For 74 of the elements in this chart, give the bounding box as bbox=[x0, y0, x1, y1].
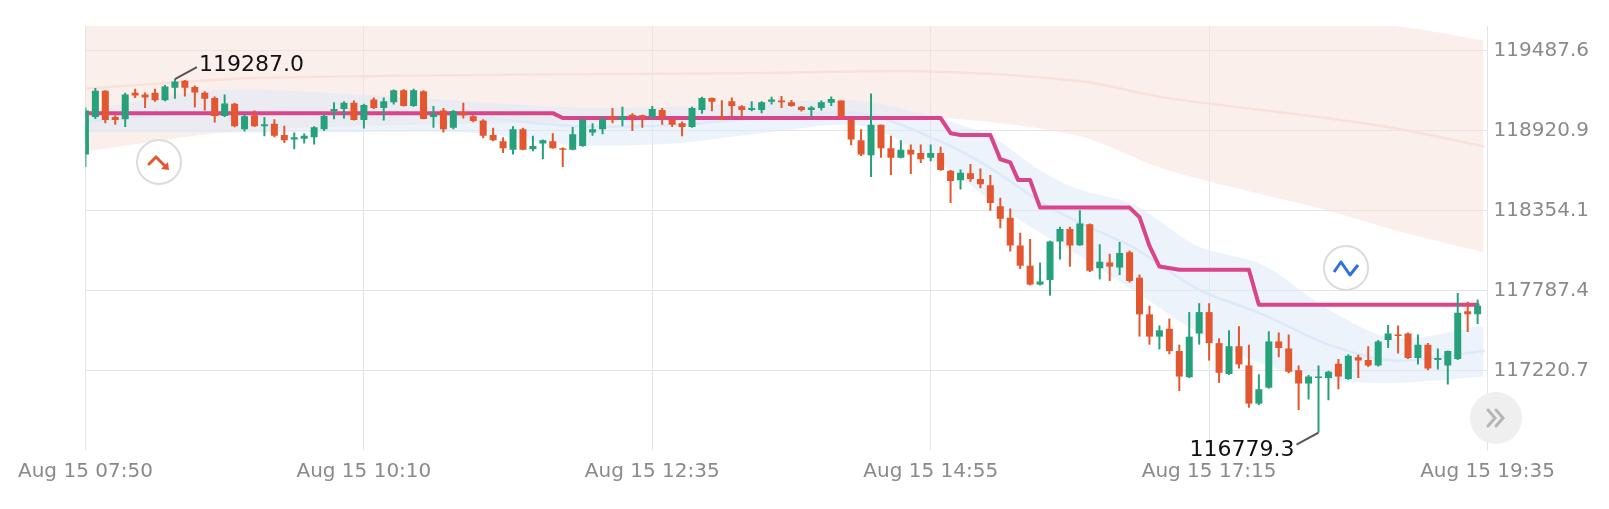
candlestick bbox=[439, 107, 447, 134]
candlestick bbox=[1364, 345, 1372, 368]
candlestick bbox=[1295, 364, 1303, 411]
candlestick bbox=[260, 115, 268, 138]
y-tick-label: 119487.6 bbox=[1493, 36, 1590, 61]
candlestick bbox=[1026, 238, 1034, 287]
candlestick bbox=[559, 146, 567, 168]
candlestick bbox=[1056, 225, 1064, 261]
candlestick bbox=[310, 125, 318, 146]
candlestick bbox=[1195, 302, 1203, 346]
candlestick bbox=[976, 167, 984, 190]
candlestick bbox=[1344, 353, 1352, 381]
candlestick bbox=[1165, 317, 1173, 356]
candlestick bbox=[1066, 225, 1074, 268]
candlestick bbox=[1414, 333, 1422, 366]
x-tick-label: Aug 15 12:35 bbox=[584, 458, 720, 483]
candlestick bbox=[1076, 209, 1084, 247]
candlestick bbox=[1305, 373, 1313, 401]
candlestick bbox=[1464, 300, 1472, 333]
x-tick-label: Aug 15 10:10 bbox=[296, 458, 432, 483]
candlestick bbox=[429, 104, 437, 129]
candlestick bbox=[191, 84, 199, 109]
candlestick bbox=[1255, 373, 1263, 407]
annotation: 119287.0 bbox=[198, 50, 304, 76]
candlestick bbox=[1354, 353, 1362, 380]
candlestick bbox=[957, 168, 965, 191]
candlestick bbox=[996, 196, 1004, 230]
candlestick bbox=[350, 99, 358, 122]
candlestick bbox=[887, 134, 895, 176]
candlestick bbox=[1334, 358, 1342, 391]
candlestick bbox=[1096, 243, 1104, 281]
candlestick bbox=[618, 105, 626, 128]
candlestick bbox=[1106, 252, 1114, 282]
candlestick bbox=[201, 90, 209, 112]
candlestick bbox=[1424, 342, 1432, 372]
x-tick-label: Aug 15 19:35 bbox=[1420, 458, 1555, 483]
y-tick-label: 117787.4 bbox=[1493, 276, 1590, 301]
candlestick bbox=[877, 123, 885, 159]
candlestick bbox=[728, 96, 736, 118]
candlestick bbox=[986, 173, 994, 212]
candlestick bbox=[847, 118, 855, 147]
candlestick bbox=[231, 101, 239, 129]
candlestick bbox=[1235, 325, 1243, 370]
x-tick-label: Aug 15 07:50 bbox=[18, 458, 153, 483]
candlestick bbox=[449, 109, 457, 131]
candlestick bbox=[857, 128, 865, 158]
candlestick bbox=[1285, 333, 1293, 375]
candlestick bbox=[1275, 331, 1283, 359]
y-tick-label: 117220.7 bbox=[1493, 356, 1590, 381]
candlestick bbox=[1016, 231, 1024, 270]
candlestick bbox=[211, 95, 219, 124]
candlestick bbox=[380, 96, 388, 122]
candlestick bbox=[509, 125, 517, 156]
x-tick-label: Aug 15 14:55 bbox=[863, 458, 999, 483]
candlestick bbox=[221, 93, 229, 118]
candlestick bbox=[479, 118, 487, 140]
candlestick bbox=[1145, 304, 1153, 346]
candlestick bbox=[1474, 298, 1482, 325]
candlestick bbox=[1116, 241, 1124, 277]
candlestick bbox=[360, 102, 368, 130]
y-tick-label: 118354.1 bbox=[1493, 196, 1590, 221]
candlestick bbox=[171, 78, 179, 100]
y-tick-label: 118920.9 bbox=[1493, 116, 1590, 141]
candlestick bbox=[1434, 347, 1442, 371]
candlestick bbox=[688, 105, 696, 129]
candlestick bbox=[1374, 338, 1382, 368]
candlestick bbox=[947, 169, 955, 205]
candlestick bbox=[1444, 349, 1452, 386]
candlestick bbox=[937, 145, 945, 172]
candlestick bbox=[917, 143, 925, 164]
candlestick bbox=[1324, 369, 1332, 402]
candlestick bbox=[410, 87, 418, 108]
candlestick bbox=[1384, 323, 1392, 349]
candlestick bbox=[1155, 324, 1163, 351]
